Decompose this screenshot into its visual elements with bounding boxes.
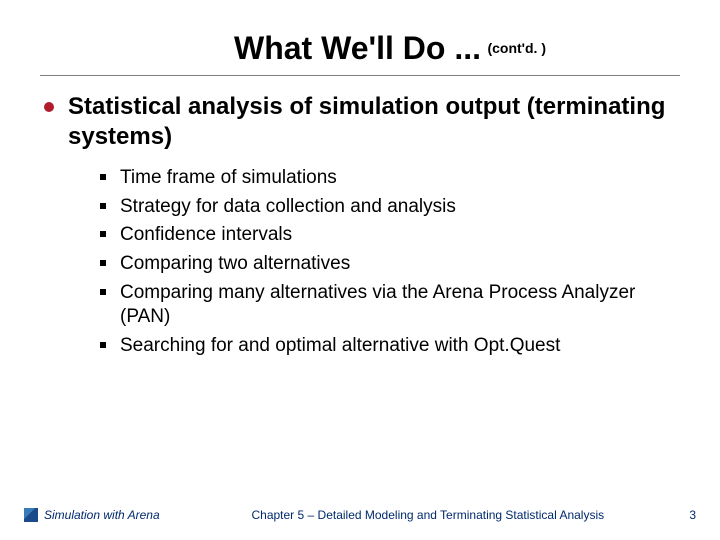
- sub-item-text: Time frame of simulations: [120, 166, 337, 191]
- list-item: Searching for and optimal alternative wi…: [100, 334, 680, 359]
- sub-bullet-list: Time frame of simulations Strategy for d…: [100, 166, 680, 359]
- sub-item-text: Comparing two alternatives: [120, 252, 350, 277]
- list-item: Comparing many alternatives via the Aren…: [100, 281, 680, 330]
- square-bullet-icon: [100, 260, 106, 266]
- slide-title: What We'll Do ...: [234, 30, 481, 66]
- title-divider: [40, 75, 680, 76]
- list-item: Time frame of simulations: [100, 166, 680, 191]
- footer-center: Chapter 5 – Detailed Modeling and Termin…: [180, 508, 676, 522]
- sub-item-text: Confidence intervals: [120, 223, 292, 248]
- square-bullet-icon: [100, 231, 106, 237]
- title-area: What We'll Do ... (cont'd. ): [100, 30, 680, 67]
- book-logo-icon: [24, 508, 38, 522]
- footer-page-number: 3: [676, 508, 696, 522]
- sub-item-text: Searching for and optimal alternative wi…: [120, 334, 560, 359]
- square-bullet-icon: [100, 203, 106, 209]
- main-heading: Statistical analysis of simulation outpu…: [68, 92, 680, 152]
- square-bullet-icon: [100, 342, 106, 348]
- list-item: Comparing two alternatives: [100, 252, 680, 277]
- square-bullet-icon: [100, 174, 106, 180]
- list-item: Confidence intervals: [100, 223, 680, 248]
- slide-footer: Simulation with Arena Chapter 5 – Detail…: [0, 508, 720, 522]
- slide-title-cont: (cont'd. ): [487, 40, 546, 56]
- square-bullet-icon: [100, 289, 106, 295]
- sub-item-text: Strategy for data collection and analysi…: [120, 195, 456, 220]
- list-item: Strategy for data collection and analysi…: [100, 195, 680, 220]
- slide: What We'll Do ... (cont'd. ) Statistical…: [0, 0, 720, 540]
- sub-item-text: Comparing many alternatives via the Aren…: [120, 281, 680, 330]
- bullet-dot-icon: [44, 102, 54, 112]
- footer-left: Simulation with Arena: [44, 508, 160, 522]
- main-bullet: Statistical analysis of simulation outpu…: [44, 92, 680, 152]
